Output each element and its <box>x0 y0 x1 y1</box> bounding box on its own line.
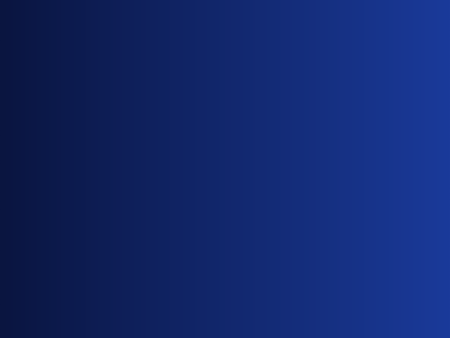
FancyBboxPatch shape <box>198 128 432 218</box>
FancyBboxPatch shape <box>164 257 439 328</box>
Text: C.  Constant Multiple Rule:: C. Constant Multiple Rule: <box>14 258 243 273</box>
Text: A.  Derivative of  a Constant:: A. Derivative of a Constant: <box>14 82 262 97</box>
Text: Calculus 2.1:  Differentiation Formulas: Calculus 2.1: Differentiation Formulas <box>27 15 423 33</box>
FancyBboxPatch shape <box>259 54 432 127</box>
Text: $\dfrac{d}{dx}(x^{n}) = nx^{n-1}$: $\dfrac{d}{dx}(x^{n}) = nx^{n-1}$ <box>252 154 378 192</box>
Text: $\dfrac{d}{dx}[cf(x)] = c\,\dfrac{d}{dx}f(x)$: $\dfrac{d}{dx}[cf(x)] = c\,\dfrac{d}{dx}… <box>236 277 367 308</box>
Text: $\dfrac{d}{dx}(c) = 0$: $\dfrac{d}{dx}(c) = 0$ <box>307 72 383 109</box>
Text: B.  The Power Rule:: B. The Power Rule: <box>14 160 181 175</box>
